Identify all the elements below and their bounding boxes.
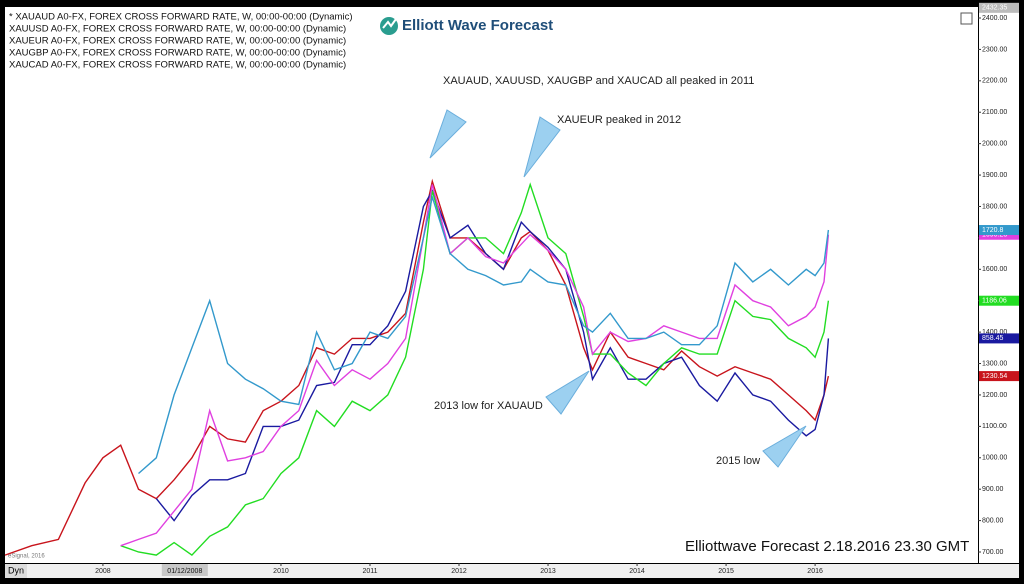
legend-label: XAUEUR A0-FX, FOREX CROSS FORWARD RATE, … <box>9 36 346 47</box>
last-value-box <box>979 371 1019 382</box>
y-tick-label: 1100.00 <box>982 423 1007 430</box>
y-tick-label: 2100.00 <box>982 109 1007 116</box>
watermark: Elliottwave Forecast 2.18.2016 23.30 GMT <box>685 538 969 555</box>
x-tick-label: 2016 <box>807 568 823 575</box>
series-line <box>120 182 830 557</box>
annotation: XAUAUD, XAUUSD, XAUGBP and XAUCAD all pe… <box>443 75 754 87</box>
x-tick-label: 2011 <box>362 568 377 575</box>
brand: Elliott Wave Forecast <box>402 17 553 34</box>
arrow <box>523 116 561 178</box>
cursor-label: 01/12/2008 <box>167 568 202 575</box>
last-value-box <box>979 295 1019 306</box>
x-tick-label: 2015 <box>718 568 734 575</box>
top-value-label: 2432.35 <box>982 5 1007 12</box>
arrow <box>762 425 807 468</box>
x-tick-label: 2008 <box>95 568 111 575</box>
last-value-label: 858.45 <box>982 335 1004 342</box>
last-value-label: 1690.23 <box>982 232 1007 239</box>
annotation: 2015 low <box>716 455 760 467</box>
y-tick-label: 700.00 <box>982 549 1004 556</box>
series-line <box>120 184 830 547</box>
annotation: 2013 low for XAUAUD <box>434 400 543 412</box>
y-tick-label: 1600.00 <box>982 266 1007 273</box>
y-tick-label: 1200.00 <box>982 392 1007 399</box>
annotation: XAUEUR peaked in 2012 <box>557 114 681 126</box>
y-tick-label: 1400.00 <box>982 329 1007 336</box>
mode-box <box>5 564 27 578</box>
x-tick-label: 2013 <box>540 568 556 575</box>
last-value-label: 1230.54 <box>982 373 1007 380</box>
last-value-label: 1720.8 <box>982 227 1004 234</box>
y-tick-label: 1800.00 <box>982 203 1007 210</box>
mode-label: Dyn <box>8 565 24 575</box>
y-tick-label: 2000.00 <box>982 140 1007 147</box>
window-icon[interactable] <box>960 12 973 25</box>
legend-label: * XAUAUD A0-FX, FOREX CROSS FORWARD RATE… <box>9 12 352 23</box>
y-tick-label: 2200.00 <box>982 78 1007 85</box>
x-tick-label: 2010 <box>273 568 289 575</box>
y-tick-label: 1900.00 <box>982 172 1007 179</box>
top-value-box <box>979 2 1019 13</box>
cursor-box <box>161 564 208 576</box>
y-tick-label: 900.00 <box>982 486 1004 493</box>
x-tick-label: 2014 <box>629 568 645 575</box>
last-value-box <box>979 225 1019 236</box>
arrow <box>545 370 590 415</box>
y-tick-label: 1000.00 <box>982 455 1007 462</box>
plot-area <box>5 7 978 563</box>
last-value-box <box>979 333 1019 344</box>
time-axis <box>5 564 1019 578</box>
legend-label: XAUUSD A0-FX, FOREX CROSS FORWARD RATE, … <box>9 24 346 35</box>
source-label: eSignal, 2016 <box>8 554 45 560</box>
y-tick-label: 1300.00 <box>982 360 1007 367</box>
logo-wave <box>382 18 397 29</box>
x-tick-label: 2012 <box>451 568 467 575</box>
legend-label: XAUCAD A0-FX, FOREX CROSS FORWARD RATE, … <box>9 60 346 71</box>
legend-label: XAUGBP A0-FX, FOREX CROSS FORWARD RATE, … <box>9 48 346 59</box>
series-line <box>155 189 830 522</box>
price-axis <box>979 7 1019 563</box>
y-tick-label: 2300.00 <box>982 46 1007 53</box>
y-tick-label: 2400.00 <box>982 15 1007 22</box>
arrow <box>429 109 467 159</box>
last-value-label: 1186.06 <box>982 298 1007 305</box>
series-line <box>138 194 830 475</box>
y-tick-label: 800.00 <box>982 517 1004 524</box>
